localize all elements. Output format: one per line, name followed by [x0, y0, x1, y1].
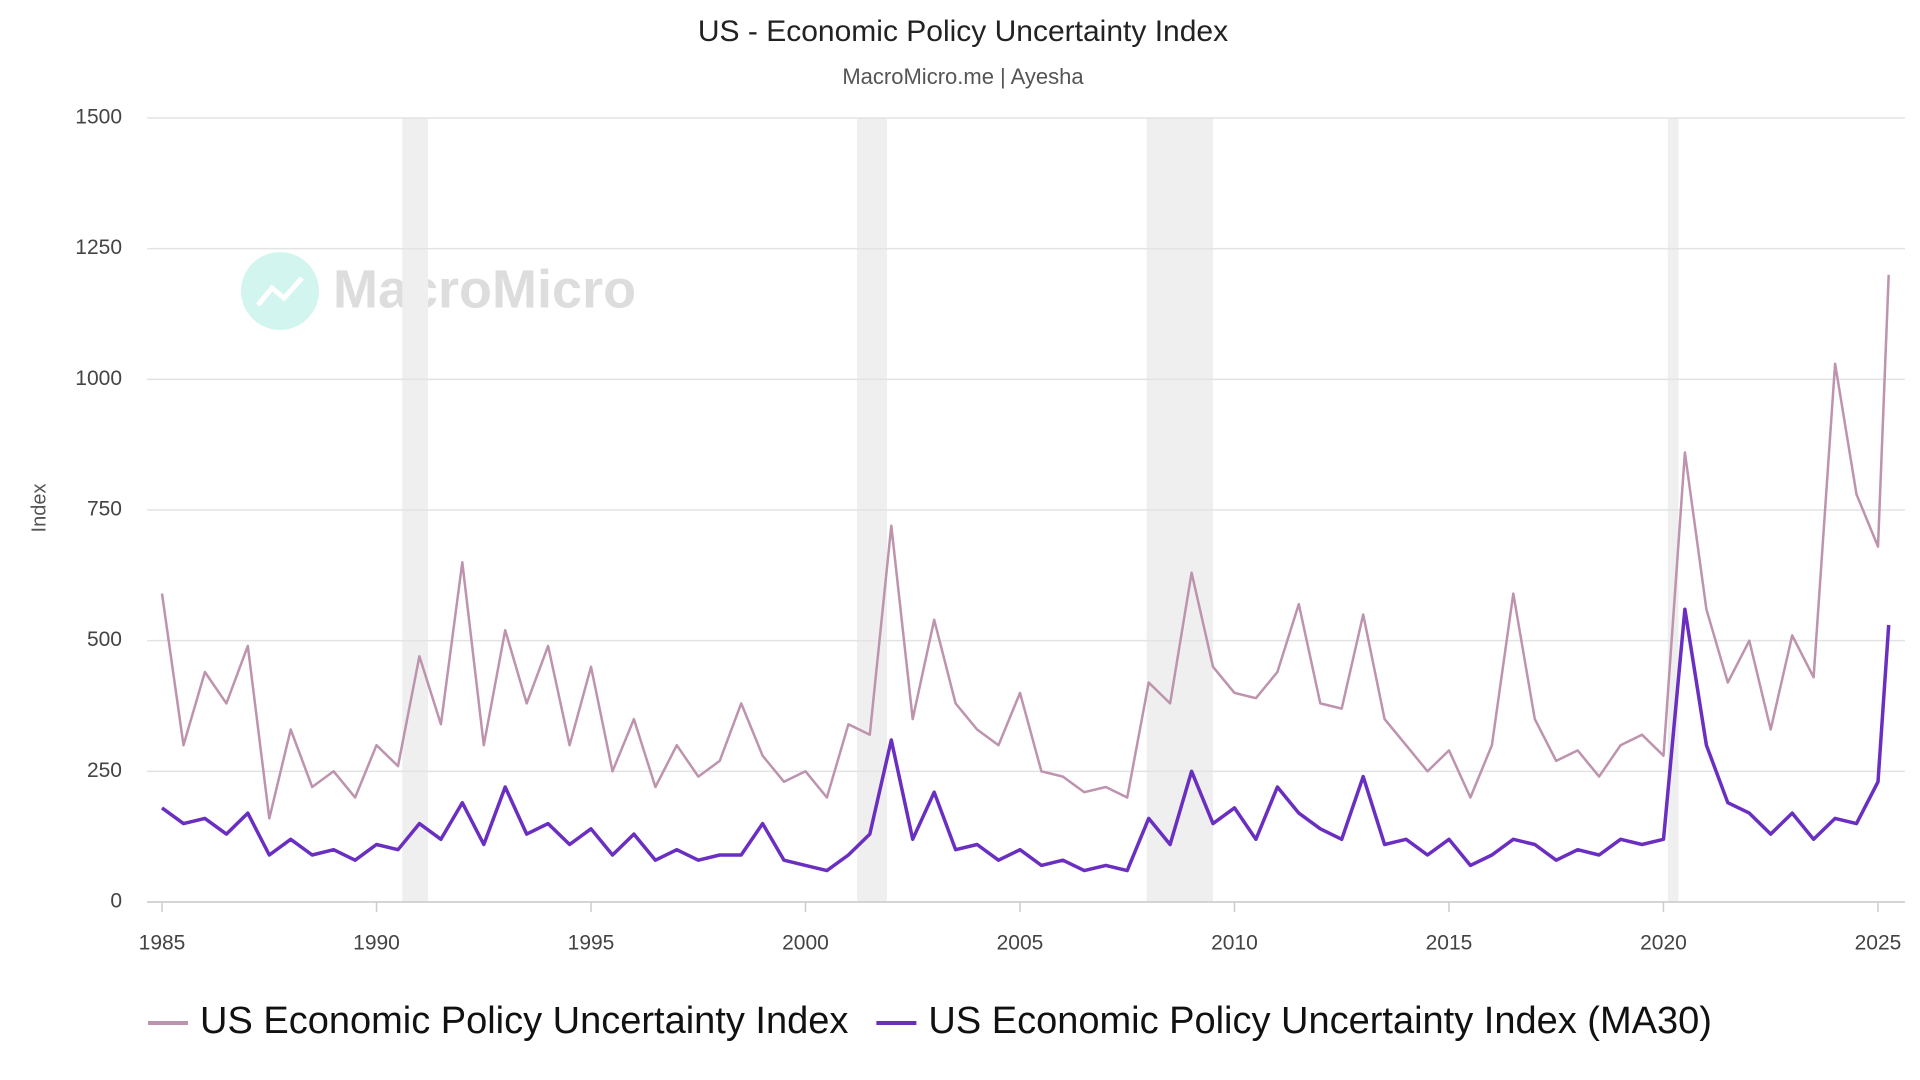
x-tick-label: 2005	[997, 932, 1044, 955]
chart-subtitle: MacroMicro.me | Ayesha	[842, 64, 1084, 89]
legend-label: US Economic Policy Uncertainty Index	[200, 1000, 848, 1042]
x-tick-label: 1985	[139, 932, 186, 955]
chart-title: US - Economic Policy Uncertainty Index	[698, 15, 1228, 48]
y-tick-label: 1250	[75, 236, 122, 259]
y-tick-label: 250	[87, 759, 122, 782]
y-tick-label: 750	[87, 498, 122, 521]
y-tick-label: 0	[110, 890, 122, 913]
y-tick-label: 500	[87, 628, 122, 651]
series-line	[160, 607, 1891, 873]
watermark-logo	[241, 252, 319, 330]
series-line	[160, 274, 1890, 820]
x-tick-label: 2000	[782, 932, 829, 955]
watermark: MacroMicro	[333, 259, 636, 319]
y-axis-label: Index	[28, 484, 50, 533]
legend-label: US Economic Policy Uncertainty Index (MA…	[928, 1000, 1712, 1042]
x-tick-label: 1995	[568, 932, 615, 955]
y-tick-label: 1500	[75, 106, 122, 129]
x-tick-label: 2025	[1855, 932, 1902, 955]
x-tick-label: 1990	[353, 932, 400, 955]
y-tick-label: 1000	[75, 367, 122, 390]
plot-area	[147, 117, 1905, 903]
x-tick-label: 2010	[1211, 932, 1258, 955]
x-tick-label: 2015	[1426, 932, 1473, 955]
x-tick-label: 2020	[1640, 932, 1687, 955]
